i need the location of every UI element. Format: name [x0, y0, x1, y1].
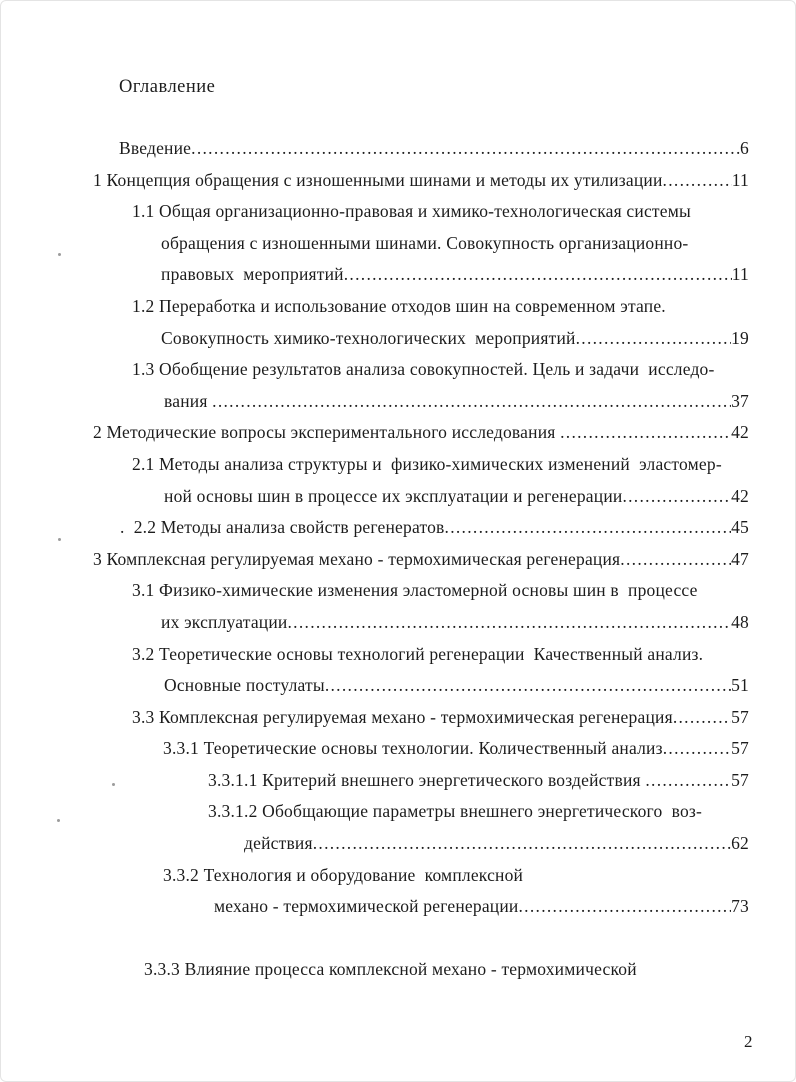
toc-entry-text: 1.3 Обобщение результатов анализа совоку… — [132, 359, 715, 380]
toc-entry: обращения с изношенными шинами. Совокупн… — [1, 228, 795, 260]
toc-leader-dots: ........................................… — [622, 485, 731, 506]
toc-entry-text: 2.1 Методы анализа структуры и физико-хи… — [132, 453, 722, 474]
toc-entry-text: 1.1 Общая организационно-правовая и хими… — [132, 201, 691, 222]
toc-entry-text: Совокупность химико-технологических меро… — [161, 327, 576, 348]
toc-leader-dots: ........................................… — [662, 169, 732, 190]
toc-entry-text: 3.3.3 Влияние процесса комплексной механ… — [144, 959, 637, 980]
toc-entry-text: правовых мероприятий — [161, 264, 344, 285]
toc-entry-text: 3 Комплексная регулируемая механо - терм… — [93, 548, 621, 569]
toc-entry: 3.3.1 Теоретические основы технологии. К… — [1, 733, 795, 765]
scan-speck — [58, 538, 61, 541]
toc-entry: ной основы шин в процессе их эксплуатаци… — [1, 481, 795, 513]
toc-entry-page: 62 — [731, 833, 749, 854]
toc-entry-page: 47 — [731, 548, 749, 569]
scan-speck — [58, 253, 61, 256]
toc-entry: 2 Методические вопросы экспериментальног… — [1, 417, 795, 449]
toc-entry-page: 19 — [731, 327, 749, 348]
toc-entry-page: 57 — [731, 706, 749, 727]
toc-entry-page: 11 — [731, 169, 749, 190]
toc-entry-text: 3.2 Теоретические основы технологий реге… — [132, 643, 704, 664]
toc-entry: правовых мероприятий....................… — [1, 259, 795, 291]
toc-entry-text: их эксплуатации — [161, 611, 288, 632]
toc-entry-text: Введение — [119, 138, 192, 158]
toc-entry-page: 57 — [731, 738, 749, 759]
toc-entry-text: 2 Методические вопросы экспериментальног… — [93, 422, 561, 443]
toc-entry-page: 51 — [731, 675, 749, 696]
toc-leader-dots: ........................................… — [560, 422, 731, 443]
toc-entry-page: 42 — [731, 485, 749, 506]
toc-entry: 1.1 Общая организационно-правовая и хими… — [1, 196, 795, 228]
toc-entry: 3.3.1.2 Обобщающие параметры внешнего эн… — [1, 796, 795, 828]
toc-entry: 1 Концепция обращения с изношенными шина… — [1, 165, 795, 197]
toc-entry: 3.3.2 Технология и оборудование комплекс… — [1, 860, 795, 892]
toc-leader-dots: ........................................… — [645, 769, 731, 790]
toc-entry: 3.2 Теоретические основы технологий реге… — [1, 639, 795, 671]
toc-entry: действия................................… — [1, 828, 795, 860]
toc-entry-text: 3.3.2 Технология и оборудование комплекс… — [163, 864, 524, 885]
toc-entry: 3.1 Физико-химические изменения эластоме… — [1, 575, 795, 607]
toc-entry: 3 Комплексная регулируемая механо - терм… — [1, 544, 795, 576]
toc-heading: Оглавление — [119, 77, 216, 97]
toc-entry-text: 3.3.1.2 Обобщающие параметры внешнего эн… — [208, 801, 703, 822]
toc-leader-dots: ........................................… — [575, 327, 732, 348]
toc-entry: 3.3.3 Влияние процесса комплексной механ… — [1, 954, 795, 986]
toc-entry-text: вания — [164, 390, 213, 411]
toc-entry-page: 48 — [731, 611, 749, 632]
toc-leader-dots: ........................................… — [324, 675, 731, 696]
toc-entry-text: обращения с изношенными шинами. Совокупн… — [161, 232, 689, 253]
toc-entry-text: 3.3 Комплексная регулируемая механо - те… — [132, 706, 673, 727]
toc-entry-text: механо - термохимической регенерации — [214, 896, 519, 917]
toc-entry: 1.3 Обобщение результатов анализа совоку… — [1, 354, 795, 386]
toc-entry-page: 37 — [731, 390, 749, 411]
toc-entry: 3.3 Комплексная регулируемая механо - те… — [1, 702, 795, 734]
toc-entry: механо - термохимической регенерации....… — [1, 891, 795, 923]
scan-speck — [112, 783, 115, 786]
page-number: 2 — [744, 1032, 753, 1051]
toc-entry-page: 73 — [731, 896, 749, 917]
scan-speck — [57, 819, 60, 822]
toc-entry: Введение................................… — [1, 133, 795, 165]
toc-entry: 1.2 Переработка и использование отходов … — [1, 291, 795, 323]
toc-entry: Основные постулаты......................… — [1, 670, 795, 702]
toc-entry-text: 3.3.1 Теоретические основы технологии. К… — [163, 738, 663, 759]
toc-leader-dots: ........................................… — [287, 611, 732, 632]
toc-entry: 3.3.1.1 Критерий внешнего энергетическог… — [1, 765, 795, 797]
toc-entry: 2.1 Методы анализа структуры и физико-хи… — [1, 449, 795, 481]
toc-entry-text: ной основы шин в процессе их эксплуатаци… — [164, 485, 623, 506]
toc-entry-text: 1 Концепция обращения с изношенными шина… — [93, 169, 663, 190]
toc-list: Введение................................… — [1, 133, 795, 986]
toc-entry: . 2.2 Методы анализа свойств регенератов… — [1, 512, 795, 544]
toc-leader-dots: ........................................… — [672, 706, 731, 727]
toc-entry-text: 3.3.1.1 Критерий внешнего энергетическог… — [208, 769, 646, 790]
toc-spacer — [1, 923, 795, 955]
toc-leader-dots: ........................................… — [191, 138, 741, 158]
toc-leader-dots: ........................................… — [312, 833, 732, 854]
toc-entry-text: Основные постулаты — [164, 675, 325, 696]
toc-entry-text: . 2.2 Методы анализа свойств регенератов — [120, 517, 445, 538]
toc-entry-text: 1.2 Переработка и использование отходов … — [132, 295, 666, 316]
toc-entry-page: 42 — [731, 422, 749, 443]
toc-entry-text: 3.1 Физико-химические изменения эластоме… — [132, 580, 698, 601]
toc-leader-dots: ........................................… — [212, 390, 732, 411]
toc-leader-dots: ........................................… — [620, 548, 731, 569]
toc-entry: вания ..................................… — [1, 386, 795, 418]
toc-entry-page: 6 — [740, 138, 749, 158]
toc-leader-dots: ........................................… — [444, 517, 732, 538]
toc-entry-page: 57 — [731, 769, 749, 790]
toc-leader-dots: ........................................… — [518, 896, 732, 917]
toc-leader-dots: ........................................… — [343, 264, 732, 285]
toc-entry-page: 45 — [731, 517, 749, 538]
toc-entry: Совокупность химико-технологических меро… — [1, 323, 795, 355]
toc-entry-page: 11 — [731, 264, 749, 285]
toc-entry-text: действия — [244, 833, 313, 854]
toc-entry: их эксплуатации.........................… — [1, 607, 795, 639]
toc-leader-dots: ........................................… — [662, 738, 731, 759]
